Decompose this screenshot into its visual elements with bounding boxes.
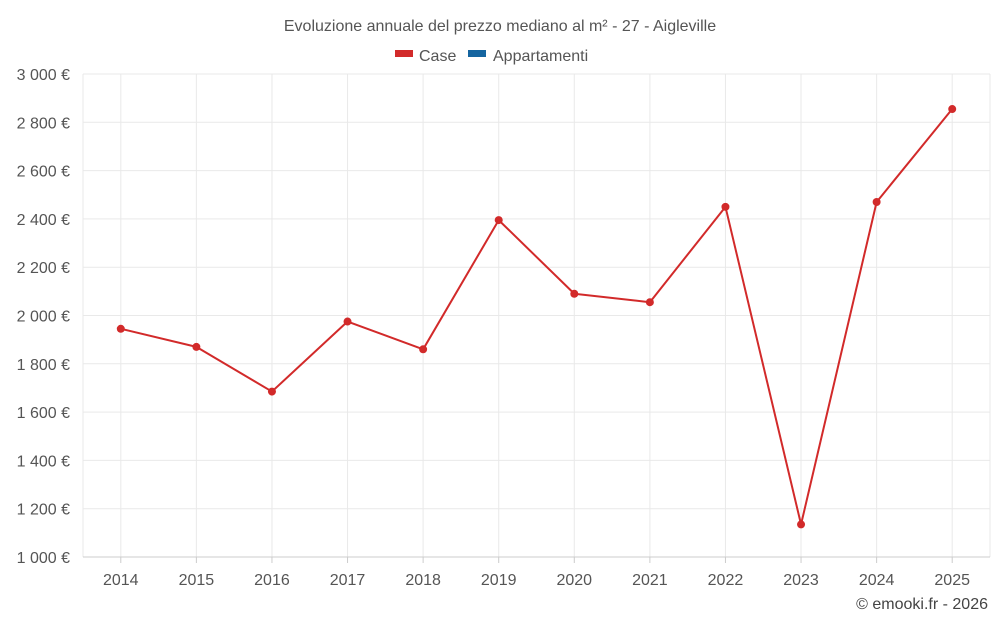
y-tick-label: 1 600 € <box>17 405 70 422</box>
data-point[interactable] <box>645 298 654 307</box>
x-tick-label: 2020 <box>556 572 592 589</box>
axes: 1 000 € 1 200 € 1 400 € 1 600 € 1 800 € 2 000… <box>17 67 990 589</box>
y-tick-label: 1 200 € <box>17 502 70 519</box>
legend-swatch-appartamenti <box>468 50 486 57</box>
y-tick-label: 2 400 € <box>17 212 70 229</box>
x-tick-label: 2022 <box>708 572 744 589</box>
x-tick-label: 2024 <box>859 572 895 589</box>
series <box>116 105 957 529</box>
y-tick-label: 1 400 € <box>17 453 70 470</box>
x-tick-label: 2023 <box>783 572 819 589</box>
legend-label-case[interactable]: Case <box>419 48 456 65</box>
y-tick-label: 1 000 € <box>17 550 70 567</box>
data-point[interactable] <box>343 317 352 326</box>
x-tick-label: 2015 <box>179 572 215 589</box>
credit-text: © emooki.fr - 2026 <box>856 596 988 613</box>
x-tick-label: 2021 <box>632 572 668 589</box>
grid <box>82 73 991 557</box>
data-point[interactable] <box>797 520 806 529</box>
y-tick-label: 2 200 € <box>17 260 70 277</box>
x-tick-label: 2017 <box>330 572 366 589</box>
legend-label-appartamenti[interactable]: Appartamenti <box>493 48 588 65</box>
y-tick-label: 2 600 € <box>17 164 70 181</box>
data-point[interactable] <box>116 324 125 333</box>
data-point[interactable] <box>267 387 276 396</box>
y-tick-label: 3 000 € <box>17 67 70 84</box>
series-line-0 <box>120 108 953 526</box>
data-point[interactable] <box>872 197 881 206</box>
y-tick-label: 2 800 € <box>17 115 70 132</box>
data-point[interactable] <box>494 216 503 225</box>
x-tick-label: 2014 <box>103 572 139 589</box>
data-point[interactable] <box>570 289 579 298</box>
y-tick-label: 1 800 € <box>17 357 70 374</box>
legend: Case Appartamenti <box>395 48 588 65</box>
chart-title: Evoluzione annuale del prezzo mediano al… <box>284 18 716 35</box>
legend-swatch-case <box>395 50 413 57</box>
data-point[interactable] <box>948 105 957 114</box>
x-tick-label: 2016 <box>254 572 290 589</box>
x-tick-label: 2025 <box>934 572 970 589</box>
x-tick-label: 2018 <box>405 572 441 589</box>
data-point[interactable] <box>721 202 730 211</box>
y-tick-label: 2 000 € <box>17 309 70 326</box>
data-point[interactable] <box>192 342 201 351</box>
x-tick-label: 2019 <box>481 572 517 589</box>
data-point[interactable] <box>419 345 428 354</box>
